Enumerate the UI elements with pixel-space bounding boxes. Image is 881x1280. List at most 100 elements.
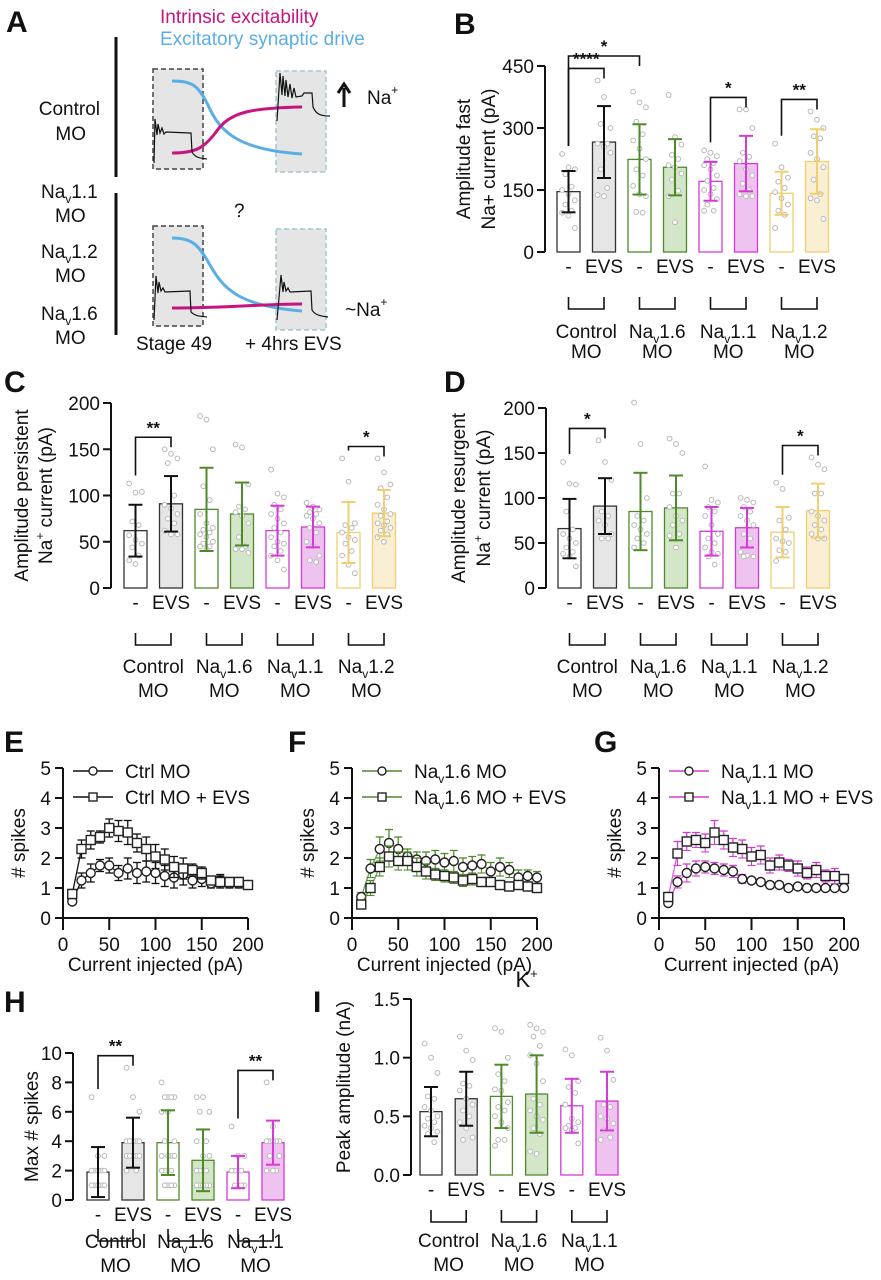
- data-point: [421, 1122, 428, 1129]
- data-marker-square: [504, 881, 515, 892]
- data-point: [197, 543, 204, 550]
- data-point: [281, 566, 287, 573]
- category-label: EVS: [586, 593, 624, 614]
- data-point: [492, 1113, 498, 1120]
- y-tick-label: 5: [329, 759, 340, 780]
- data-marker-circle: [801, 882, 813, 894]
- data-point: [781, 185, 788, 191]
- group-label-line2: MO: [785, 681, 816, 702]
- data-point: [193, 1182, 200, 1189]
- data-marker-square: [383, 851, 395, 862]
- data-point: [610, 1077, 617, 1083]
- significance-label: ****: [573, 49, 600, 68]
- group-label: Nav1.6: [157, 1232, 214, 1256]
- data-point: [743, 106, 749, 113]
- data-marker-square: [774, 857, 785, 868]
- data-point: [815, 461, 821, 468]
- data-point: [238, 1167, 245, 1174]
- data-marker-square: [690, 834, 702, 846]
- data-point: [352, 537, 358, 543]
- x-tick-label: 150: [186, 935, 218, 956]
- data-point: [563, 508, 570, 515]
- category-label: EVS: [798, 257, 836, 278]
- significance-bracket: [780, 98, 818, 136]
- data-marker-square: [746, 851, 757, 862]
- data-point: [533, 1025, 540, 1032]
- data-point: [434, 1113, 441, 1120]
- data-point: [277, 529, 284, 536]
- y-tick-label: 0: [51, 1191, 62, 1212]
- category-label: -: [274, 593, 280, 614]
- data-point: [676, 531, 683, 537]
- data-point: [168, 1167, 175, 1174]
- data-point: [634, 535, 641, 542]
- category-label: -: [778, 257, 784, 278]
- data-marker-square: [205, 875, 217, 886]
- data-point: [158, 1153, 165, 1159]
- y-tick-label: 0: [329, 909, 340, 930]
- category-label: -: [498, 1180, 504, 1201]
- data-point: [597, 1113, 604, 1120]
- x-tick-label: 200: [232, 935, 264, 956]
- y-tick-label: 150: [502, 181, 534, 202]
- data-point: [200, 483, 207, 490]
- data-point: [715, 499, 721, 506]
- x-tick-label: 200: [828, 935, 860, 956]
- y-tick-label: 3: [329, 819, 340, 840]
- y-tick-label: 8: [51, 1073, 62, 1094]
- data-marker-square: [67, 888, 78, 900]
- data-point: [673, 544, 679, 551]
- data-point: [263, 1079, 270, 1086]
- significance-bracket: [709, 96, 747, 143]
- data-point: [818, 526, 825, 533]
- group-bracket: [347, 633, 385, 646]
- group-label: Nav1.6: [629, 322, 686, 346]
- group-label: Control: [123, 657, 184, 678]
- data-point: [560, 459, 566, 465]
- data-point: [424, 1115, 431, 1122]
- data-point: [164, 515, 171, 522]
- data-point: [492, 1025, 498, 1032]
- x-tick-label: 100: [736, 935, 768, 956]
- data-marker-circle: [448, 855, 459, 867]
- data-point: [601, 193, 607, 200]
- y-tick-label: 3: [40, 819, 51, 840]
- data-point: [239, 444, 245, 451]
- data-point: [88, 1094, 95, 1100]
- data-point: [711, 508, 718, 515]
- data-point: [158, 1079, 165, 1086]
- data-marker-square: [233, 876, 244, 888]
- data-point: [600, 1101, 607, 1108]
- data-point: [313, 511, 320, 517]
- data-point: [88, 1167, 95, 1174]
- data-point: [232, 546, 239, 553]
- data-point: [316, 520, 323, 527]
- data-point: [126, 1153, 133, 1159]
- data-marker-square: [829, 870, 840, 882]
- panel-label-a: A: [6, 6, 28, 39]
- data-marker-square: [792, 863, 803, 874]
- data-point: [773, 558, 779, 564]
- data-point: [644, 495, 650, 501]
- data-point: [750, 553, 757, 560]
- data-point: [673, 441, 679, 447]
- data-point: [714, 172, 720, 179]
- data-marker-circle: [792, 881, 803, 892]
- group-bracket: [638, 297, 676, 310]
- data-point: [808, 508, 815, 515]
- category-label: EVS: [447, 1180, 485, 1201]
- data-point: [274, 557, 281, 564]
- data-point: [743, 193, 749, 200]
- data-point: [559, 151, 565, 157]
- data-point: [715, 531, 721, 537]
- data-point: [456, 1033, 463, 1040]
- data-point: [814, 197, 820, 204]
- data-point: [123, 1167, 130, 1174]
- data-marker-square: [485, 876, 496, 888]
- data-point: [339, 552, 346, 559]
- data-marker-circle: [104, 860, 115, 871]
- data-point: [560, 550, 566, 557]
- data-point: [631, 399, 637, 406]
- data-point: [135, 522, 142, 528]
- data-point: [573, 540, 579, 546]
